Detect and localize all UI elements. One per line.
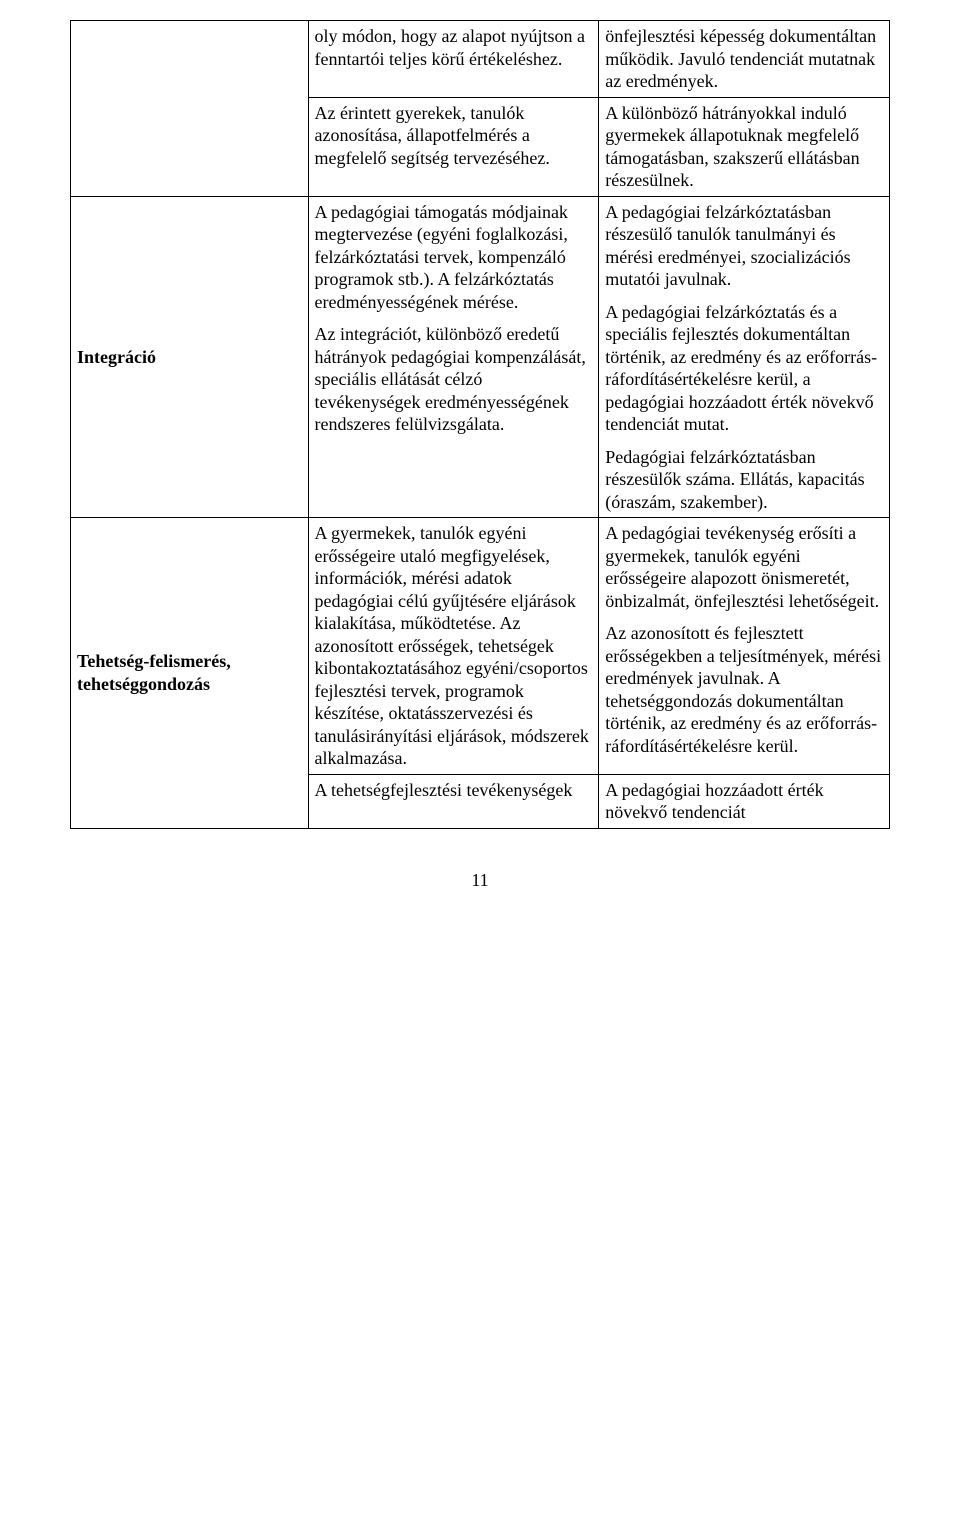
paragraph: Az érintett gyerekek, tanulók azonosítás… — [315, 102, 593, 170]
page-number: 11 — [70, 869, 890, 892]
paragraph: A pedagógiai felzárkóztatás és a speciál… — [605, 301, 883, 436]
paragraph: A pedagógiai hozzáadott érték növekvő te… — [605, 779, 883, 824]
paragraph: A pedagógiai felzárkóztatásban részesülő… — [605, 201, 883, 291]
paragraph: Az integrációt, különböző eredetű hátrán… — [315, 323, 593, 436]
table-row: Tehetség-felismerés, tehetséggondozás A … — [71, 518, 890, 775]
paragraph: A gyermekek, tanulók egyéni erősségeire … — [315, 522, 593, 770]
paragraph: önfejlesztési képesség dokumentáltan műk… — [605, 25, 883, 93]
cell: A pedagógiai támogatás módjainak megterv… — [308, 196, 599, 518]
paragraph: A tehetségfejlesztési tevékenységek — [315, 779, 593, 802]
cell: oly módon, hogy az alapot nyújtson a fen… — [308, 21, 599, 98]
paragraph: A pedagógiai tevékenység erősíti a gyerm… — [605, 522, 883, 612]
cell: önfejlesztési képesség dokumentáltan műk… — [599, 21, 890, 98]
cell: A különböző hátrányokkal induló gyermeke… — [599, 97, 890, 196]
cell: A pedagógiai hozzáadott érték növekvő te… — [599, 774, 890, 828]
cell: Az érintett gyerekek, tanulók azonosítás… — [308, 97, 599, 196]
paragraph: A pedagógiai támogatás módjainak megterv… — [315, 201, 593, 314]
cell: A tehetségfejlesztési tevékenységek — [308, 774, 599, 828]
row-label-integracio: Integráció — [71, 196, 309, 518]
paragraph: Pedagógiai felzárkóztatásban részesülők … — [605, 446, 883, 514]
content-table: oly módon, hogy az alapot nyújtson a fen… — [70, 20, 890, 829]
paragraph: Az azonosított és fejlesztett erősségekb… — [605, 622, 883, 757]
paragraph: oly módon, hogy az alapot nyújtson a fen… — [315, 25, 593, 70]
paragraph: A különböző hátrányokkal induló gyermeke… — [605, 102, 883, 192]
cell: A pedagógiai felzárkóztatásban részesülő… — [599, 196, 890, 518]
cell: A gyermekek, tanulók egyéni erősségeire … — [308, 518, 599, 775]
cell: A pedagógiai tevékenység erősíti a gyerm… — [599, 518, 890, 775]
table-row: Integráció A pedagógiai támogatás módjai… — [71, 196, 890, 518]
table-row: oly módon, hogy az alapot nyújtson a fen… — [71, 21, 890, 98]
row-label-empty — [71, 21, 309, 197]
row-label-tehetseg: Tehetség-felismerés, tehetséggondozás — [71, 518, 309, 829]
